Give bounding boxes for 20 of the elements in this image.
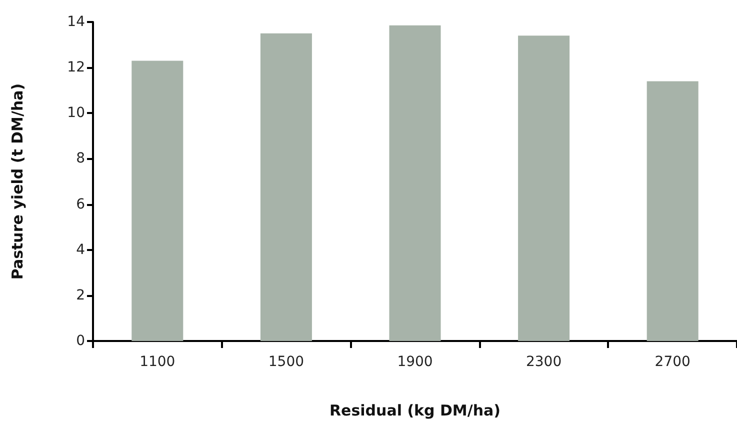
bar bbox=[518, 36, 570, 341]
x-tick-label: 2300 bbox=[526, 354, 562, 370]
y-tick-label: 10 bbox=[67, 105, 85, 122]
bar bbox=[260, 33, 312, 341]
y-tick-label: 4 bbox=[76, 242, 86, 258]
bar bbox=[132, 60, 184, 341]
y-tick-label: 6 bbox=[76, 196, 86, 212]
bar bbox=[389, 25, 441, 341]
y-tick-label: 2 bbox=[76, 287, 85, 304]
y-tick-label: 14 bbox=[67, 14, 86, 30]
x-tick-label: 1100 bbox=[140, 354, 176, 370]
y-tick-label: 8 bbox=[76, 150, 85, 167]
x-tick-label: 1500 bbox=[268, 354, 304, 370]
y-axis-title: Pasture yield (t DM/ha) bbox=[8, 83, 26, 280]
x-tick-label: 1900 bbox=[397, 354, 433, 370]
y-tick-label: 0 bbox=[76, 333, 85, 349]
bar bbox=[646, 81, 698, 341]
x-tick-label: 2700 bbox=[654, 354, 690, 370]
y-tick-label: 12 bbox=[67, 60, 85, 76]
x-axis-title: Residual (kg DM/ha) bbox=[330, 402, 500, 420]
